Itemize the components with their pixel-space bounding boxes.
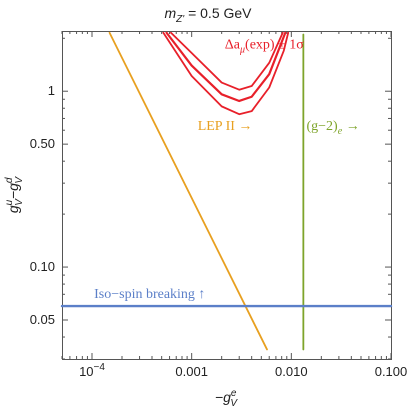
- annotation-lep-ii: LEP II →: [198, 119, 253, 134]
- y-axis-label: guV−gdV: [4, 176, 25, 214]
- y-tick-label: 0.05: [30, 312, 55, 327]
- annotation-group: LEP II → (g−2)e → Iso−spin breaking ↑ Δaμ(e…: [94, 37, 360, 302]
- annotation-a: Δaμ(exp) ± 1σ: [225, 37, 304, 55]
- y-tick-label: 0.50: [30, 136, 55, 151]
- x-axis-label: −ge V: [215, 388, 239, 409]
- x-tick-label: 0.001: [175, 364, 208, 379]
- series-a-exp-central: [165, 31, 287, 103]
- x-tick-label: 10−4: [79, 362, 105, 379]
- x-tick-label: 0.010: [275, 364, 308, 379]
- series-a-exp-1: [170, 31, 284, 91]
- y-tick-label: 0.10: [30, 259, 55, 274]
- plot-frame: [62, 31, 392, 360]
- y-tick-label: 1: [48, 83, 55, 98]
- chart-titles: mZ' = 0.5 GeV −ge V guV−gdV: [4, 5, 252, 409]
- y-axis-label-group: guV−gdV: [4, 176, 25, 214]
- series-lep-ii: [108, 31, 268, 351]
- chart-title: mZ' = 0.5 GeV: [164, 5, 252, 25]
- series-group: [60, 31, 393, 351]
- axis-ticks: 10−4 0.001 0.010 0.100 0.05 0.10 0.50 1: [30, 31, 408, 379]
- series-a-exp-1: [162, 31, 290, 116]
- annotation-iso-spin-breaking: Iso−spin breaking ↑: [94, 287, 205, 302]
- annotation-g-2: (g−2)e →: [307, 119, 360, 137]
- x-tick-label: 0.100: [375, 364, 408, 379]
